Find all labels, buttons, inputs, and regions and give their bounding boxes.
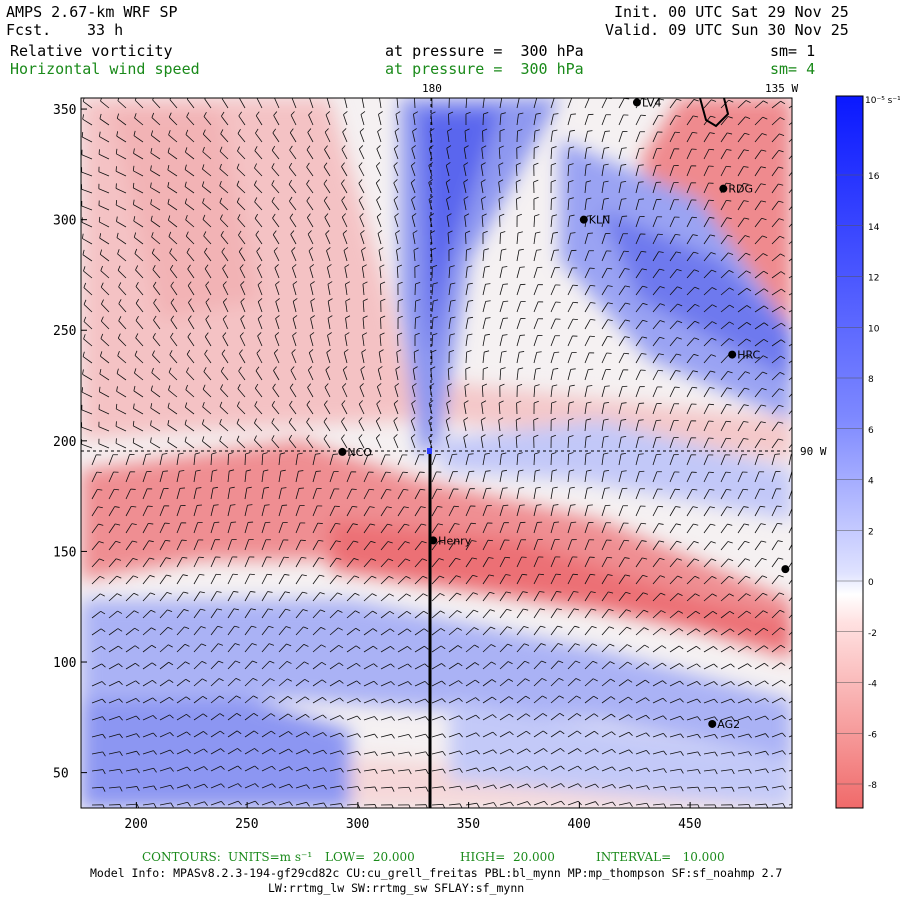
init-time: Init. 00 UTC Sat 29 Nov 25 bbox=[614, 3, 849, 21]
station-label: HRC bbox=[737, 349, 760, 362]
valid-time: Valid. 09 UTC Sun 30 Nov 25 bbox=[605, 21, 849, 39]
cross-section-start bbox=[427, 448, 432, 454]
field1-smoothing: sm= 1 bbox=[770, 42, 816, 60]
field2-name: Horizontal wind speed bbox=[10, 60, 200, 78]
field1-name: Relative vorticity bbox=[10, 42, 173, 60]
x-tick-label: 400 bbox=[567, 817, 590, 832]
field2-level: at pressure = 300 hPa bbox=[385, 60, 584, 78]
station-label: Henry bbox=[438, 534, 472, 547]
lon-label-90w: 90 W bbox=[800, 445, 827, 458]
colorbar-label: 4 bbox=[868, 477, 874, 487]
colorbar-label: 12 bbox=[868, 274, 879, 284]
contours-label: CONTOURS: bbox=[142, 850, 221, 864]
colorbar bbox=[835, 95, 864, 809]
x-tick-label: 450 bbox=[678, 817, 701, 832]
colorbar-label: -4 bbox=[868, 680, 877, 690]
colorbar-label: 16 bbox=[868, 172, 880, 182]
contours-units: UNITS=m s⁻¹ bbox=[228, 850, 313, 864]
station-marker bbox=[708, 719, 717, 728]
coastline bbox=[699, 98, 730, 128]
contours-high: HIGH= 20.000 bbox=[460, 850, 555, 864]
x-tick-label: 250 bbox=[235, 817, 258, 832]
colorbar-label: 0 bbox=[868, 578, 874, 588]
colorbar-label: 10 bbox=[868, 324, 880, 334]
model-info: Model Info: MPASv8.2.3-194-gf29cd82c CU:… bbox=[90, 866, 783, 880]
y-tick-label: 300 bbox=[53, 214, 76, 229]
y-tick-label: 100 bbox=[53, 656, 76, 671]
colorbar-label: -6 bbox=[868, 730, 877, 740]
station-label: AG2 bbox=[717, 718, 740, 731]
station-label: RDG bbox=[728, 183, 753, 196]
lon-label-180: 180 bbox=[422, 82, 442, 95]
colorbar-label: -2 bbox=[868, 629, 877, 639]
x-tick-label: 300 bbox=[346, 817, 369, 832]
colorbar-label: -8 bbox=[868, 781, 877, 791]
forecast-label: Fcst. bbox=[6, 21, 52, 39]
field1-level: at pressure = 300 hPa bbox=[385, 42, 584, 60]
y-tick-label: 250 bbox=[53, 324, 76, 339]
colorbar-label: 8 bbox=[868, 375, 874, 385]
colorbar-labels: 16 14 12 10 8 6 4 2 0 -2 -4 -6 -8 bbox=[836, 172, 880, 791]
station-marker bbox=[719, 184, 728, 193]
station-label: LV4 bbox=[642, 96, 661, 109]
y-tick-label: 200 bbox=[53, 435, 76, 450]
x-tick-label: 350 bbox=[457, 817, 480, 832]
y-tick-label: 150 bbox=[53, 545, 76, 560]
contours-low: LOW= 20.000 bbox=[325, 850, 415, 864]
station-marker bbox=[579, 215, 588, 224]
y-tick-label: 350 bbox=[53, 103, 76, 118]
plot-frame bbox=[80, 97, 793, 809]
contours-interval: INTERVAL= 10.000 bbox=[596, 850, 725, 864]
model-title: AMPS 2.67-km WRF SP bbox=[6, 3, 178, 21]
stations-layer: LV4 RDG KLN HRC NCO Henry AG2 bbox=[338, 96, 790, 731]
station-marker bbox=[338, 447, 347, 456]
station-label: KLN bbox=[589, 214, 611, 227]
wind-barbs bbox=[81, 98, 792, 808]
field2-smoothing: sm= 4 bbox=[770, 60, 816, 78]
model-info-2: LW:rrtmg_lw SW:rrtmg_sw SFLAY:sf_mynn bbox=[268, 881, 525, 895]
y-tick-label: 50 bbox=[53, 767, 69, 782]
station-marker bbox=[781, 565, 790, 574]
station-label: NCO bbox=[347, 446, 372, 459]
vorticity-field bbox=[81, 98, 792, 808]
station-marker bbox=[632, 98, 641, 107]
colorbar-label: 6 bbox=[868, 426, 874, 436]
forecast-hour: 33 h bbox=[87, 21, 124, 39]
x-tick-label: 200 bbox=[124, 817, 147, 832]
colorbar-units: 10⁻⁵ s⁻¹ bbox=[865, 96, 900, 106]
station-marker bbox=[429, 536, 438, 545]
colorbar-label: 14 bbox=[868, 223, 880, 233]
axis-ticks: 200 250 300 350 400 450 350 300 250 200 150 100 50 bbox=[53, 103, 702, 832]
lon-label-135w: 135 W bbox=[765, 82, 798, 95]
colorbar-label: 2 bbox=[868, 527, 874, 537]
station-marker bbox=[728, 350, 737, 359]
